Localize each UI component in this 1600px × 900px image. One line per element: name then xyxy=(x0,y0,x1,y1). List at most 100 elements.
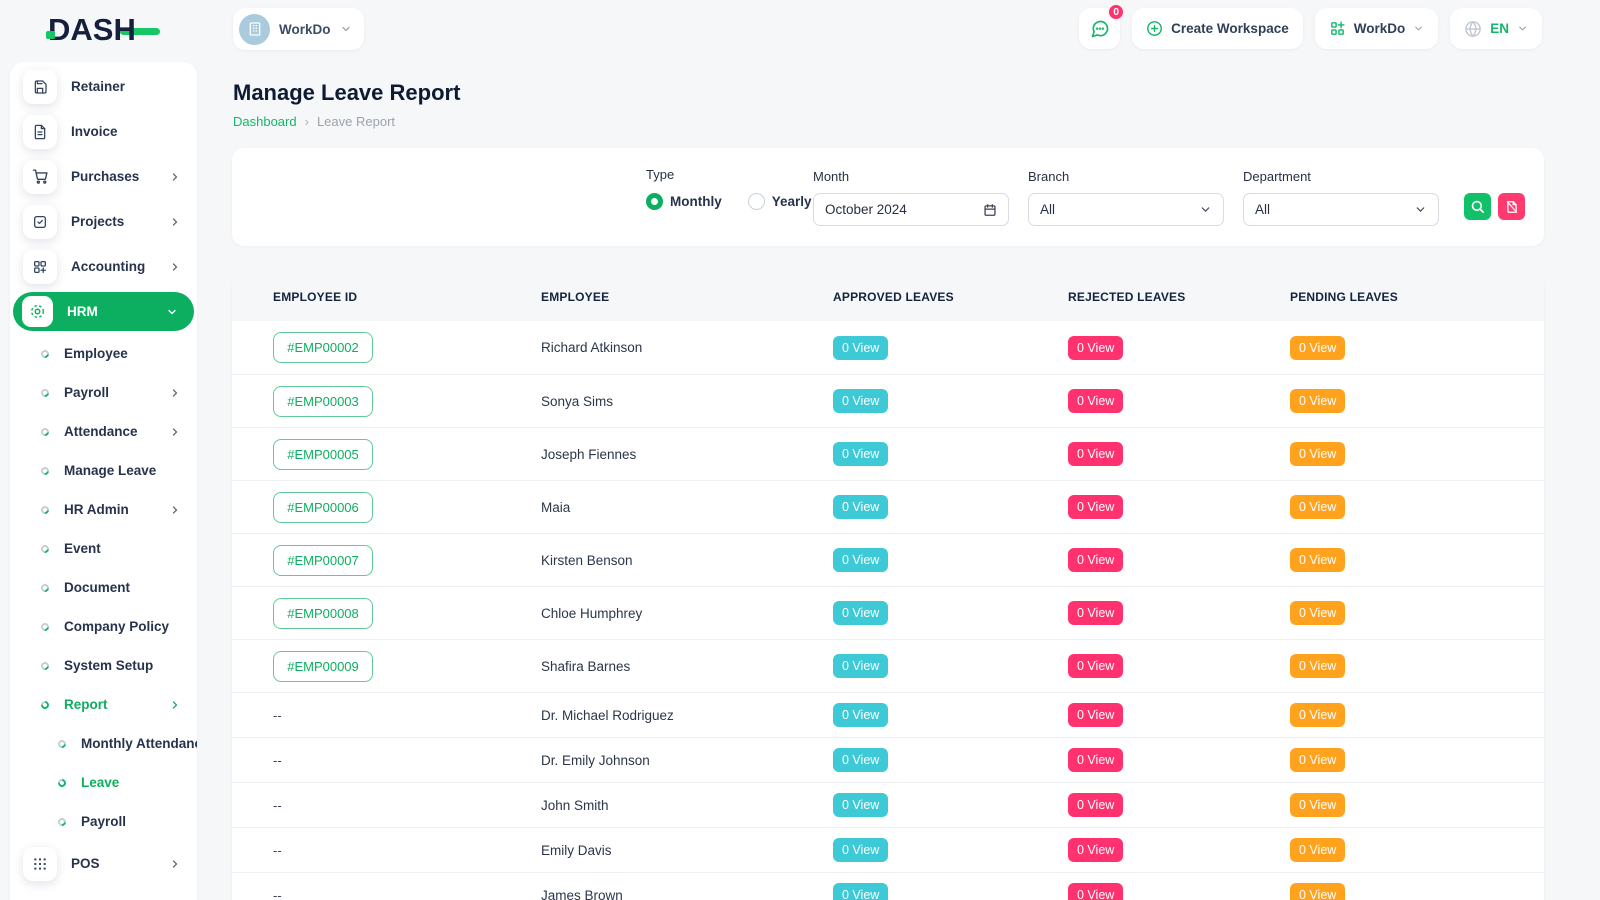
rejected-leaves-view-button[interactable]: 0 View xyxy=(1068,336,1123,360)
breadcrumb: Dashboard › Leave Report xyxy=(233,114,1544,129)
search-icon xyxy=(1470,199,1485,214)
branch-select[interactable]: All xyxy=(1028,193,1224,226)
sidebar-item-purchases[interactable]: Purchases xyxy=(10,154,197,199)
approved-leaves-view-button[interactable]: 0 View xyxy=(833,838,888,862)
pending-leaves-view-button[interactable]: 0 View xyxy=(1290,883,1345,900)
pending-leaves-view-button[interactable]: 0 View xyxy=(1290,838,1345,862)
sidebar-item-pos[interactable]: POS xyxy=(10,841,197,886)
table-row: --Dr. Michael Rodriguez0 View0 View0 Vie… xyxy=(232,692,1544,737)
radio-yearly[interactable]: Yearly xyxy=(748,193,812,210)
page-title: Manage Leave Report xyxy=(233,80,1544,106)
approved-leaves-view-button[interactable]: 0 View xyxy=(833,495,888,519)
bullet-icon xyxy=(39,699,50,710)
table-row: #EMP00007Kirsten Benson0 View0 View0 Vie… xyxy=(232,533,1544,586)
employee-name: John Smith xyxy=(541,798,833,813)
rejected-leaves-view-button[interactable]: 0 View xyxy=(1068,748,1123,772)
rejected-leaves-view-button[interactable]: 0 View xyxy=(1068,838,1123,862)
rejected-leaves-view-button[interactable]: 0 View xyxy=(1068,654,1123,678)
sidebar-item-hrm[interactable]: HRM xyxy=(13,292,194,331)
sidebar-item-label: Payroll xyxy=(64,385,109,400)
search-button[interactable] xyxy=(1464,193,1491,220)
pending-leaves-view-button[interactable]: 0 View xyxy=(1290,654,1345,678)
approved-leaves-view-button[interactable]: 0 View xyxy=(833,654,888,678)
sidebar-item-manage-leave[interactable]: Manage Leave xyxy=(10,451,197,490)
month-input[interactable]: October 2024 xyxy=(813,193,1009,226)
breadcrumb-dashboard-link[interactable]: Dashboard xyxy=(233,114,297,129)
sidebar-item-report[interactable]: Report xyxy=(10,685,197,724)
rejected-leaves-view-button[interactable]: 0 View xyxy=(1068,601,1123,625)
sidebar-item-projects[interactable]: Projects xyxy=(10,199,197,244)
employee-name: Joseph Fiennes xyxy=(541,447,833,462)
approved-leaves-view-button[interactable]: 0 View xyxy=(833,703,888,727)
rejected-leaves-view-button[interactable]: 0 View xyxy=(1068,495,1123,519)
sidebar-item-system-setup[interactable]: System Setup xyxy=(10,646,197,685)
employee-id-badge[interactable]: #EMP00009 xyxy=(273,651,373,682)
rejected-leaves-view-button[interactable]: 0 View xyxy=(1068,703,1123,727)
chevron-right-icon xyxy=(169,426,181,438)
rejected-leaves-view-button[interactable]: 0 View xyxy=(1068,442,1123,466)
employee-id-badge[interactable]: #EMP00008 xyxy=(273,598,373,629)
table-row: #EMP00003Sonya Sims0 View0 View0 View xyxy=(232,374,1544,427)
bullet-icon xyxy=(39,426,50,437)
cart-icon xyxy=(23,160,57,194)
hrm-icon xyxy=(22,296,53,327)
pending-leaves-view-button[interactable]: 0 View xyxy=(1290,601,1345,625)
employee-name: Dr. Michael Rodriguez xyxy=(541,708,833,723)
pending-leaves-view-button[interactable]: 0 View xyxy=(1290,336,1345,360)
sidebar-item-hr-admin[interactable]: HR Admin xyxy=(10,490,197,529)
rejected-leaves-view-button[interactable]: 0 View xyxy=(1068,883,1123,900)
month-label: Month xyxy=(813,169,1009,184)
approved-leaves-view-button[interactable]: 0 View xyxy=(833,793,888,817)
sidebar-item-payroll[interactable]: Payroll xyxy=(10,373,197,412)
approved-leaves-view-button[interactable]: 0 View xyxy=(833,748,888,772)
month-value: October 2024 xyxy=(825,202,907,217)
pending-leaves-view-button[interactable]: 0 View xyxy=(1290,703,1345,727)
sidebar-item-invoice[interactable]: Invoice xyxy=(10,109,197,154)
pending-leaves-view-button[interactable]: 0 View xyxy=(1290,793,1345,817)
approved-leaves-view-button[interactable]: 0 View xyxy=(833,601,888,625)
sidebar-item-accounting[interactable]: Accounting xyxy=(10,244,197,289)
sidebar-item-company-policy[interactable]: Company Policy xyxy=(10,607,197,646)
sidebar-item-attendance[interactable]: Attendance xyxy=(10,412,197,451)
employee-id-badge[interactable]: #EMP00007 xyxy=(273,545,373,576)
approved-leaves-view-button[interactable]: 0 View xyxy=(833,336,888,360)
pending-leaves-view-button[interactable]: 0 View xyxy=(1290,748,1345,772)
sidebar-item-document[interactable]: Document xyxy=(10,568,197,607)
sidebar-item-retainer[interactable]: Retainer xyxy=(10,64,197,109)
sidebar-item-leave[interactable]: Leave xyxy=(10,763,197,802)
sidebar-item-event[interactable]: Event xyxy=(10,529,197,568)
employee-name: Richard Atkinson xyxy=(541,340,833,355)
branch-value: All xyxy=(1040,202,1055,217)
breadcrumb-separator-icon: › xyxy=(305,114,309,129)
rejected-leaves-view-button[interactable]: 0 View xyxy=(1068,548,1123,572)
department-select[interactable]: All xyxy=(1243,193,1439,226)
sidebar-item-monthly-attendance[interactable]: Monthly Attendance xyxy=(10,724,197,763)
bullet-icon xyxy=(39,543,50,554)
approved-leaves-view-button[interactable]: 0 View xyxy=(833,389,888,413)
employee-id-empty: -- xyxy=(273,888,541,900)
pending-leaves-view-button[interactable]: 0 View xyxy=(1290,548,1345,572)
employee-id-empty: -- xyxy=(273,753,541,768)
pending-leaves-view-button[interactable]: 0 View xyxy=(1290,495,1345,519)
approved-leaves-view-button[interactable]: 0 View xyxy=(833,548,888,572)
sidebar-item-employee[interactable]: Employee xyxy=(10,334,197,373)
sidebar-item-payroll[interactable]: Payroll xyxy=(10,802,197,841)
chevron-down-icon xyxy=(166,306,178,318)
bullet-icon xyxy=(39,582,50,593)
reset-filter-button[interactable] xyxy=(1498,193,1525,220)
pending-leaves-view-button[interactable]: 0 View xyxy=(1290,389,1345,413)
dash-logo[interactable]: DASH xyxy=(48,12,160,48)
radio-monthly[interactable]: Monthly xyxy=(646,193,722,210)
approved-leaves-view-button[interactable]: 0 View xyxy=(833,883,888,900)
table-row: #EMP00002Richard Atkinson0 View0 View0 V… xyxy=(232,321,1544,374)
leave-report-table: EMPLOYEE IDEMPLOYEEAPPROVED LEAVESREJECT… xyxy=(232,273,1544,900)
employee-id-badge[interactable]: #EMP00002 xyxy=(273,332,373,363)
rejected-leaves-view-button[interactable]: 0 View xyxy=(1068,389,1123,413)
employee-id-badge[interactable]: #EMP00006 xyxy=(273,492,373,523)
employee-id-badge[interactable]: #EMP00003 xyxy=(273,386,373,417)
approved-leaves-view-button[interactable]: 0 View xyxy=(833,442,888,466)
chevron-right-icon xyxy=(169,216,181,228)
pending-leaves-view-button[interactable]: 0 View xyxy=(1290,442,1345,466)
employee-id-badge[interactable]: #EMP00005 xyxy=(273,439,373,470)
rejected-leaves-view-button[interactable]: 0 View xyxy=(1068,793,1123,817)
